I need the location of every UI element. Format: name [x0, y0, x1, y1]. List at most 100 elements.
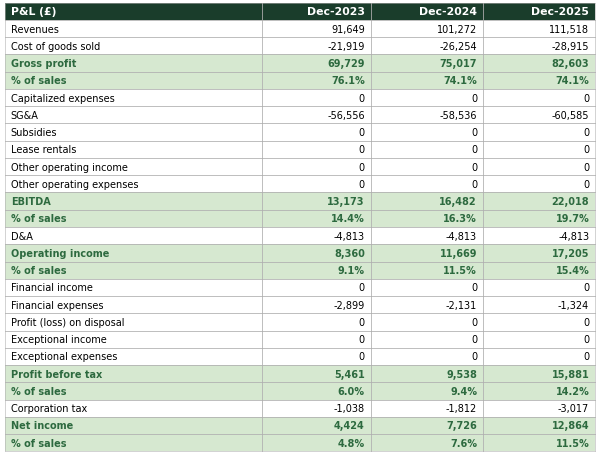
Text: 15,881: 15,881	[551, 369, 589, 379]
Text: -4,813: -4,813	[558, 231, 589, 241]
Bar	[483, 434, 595, 451]
Text: -60,585: -60,585	[552, 111, 589, 121]
Text: Corporation tax: Corporation tax	[11, 403, 87, 413]
Bar	[483, 4, 595, 21]
Bar	[5, 21, 262, 38]
Bar	[5, 72, 262, 90]
Text: -2,899: -2,899	[334, 300, 365, 310]
Bar	[5, 4, 262, 21]
Bar	[483, 124, 595, 142]
Text: 14.2%: 14.2%	[556, 386, 589, 396]
Text: 4.8%: 4.8%	[338, 438, 365, 448]
Bar	[371, 296, 483, 313]
Bar	[371, 348, 483, 365]
Bar	[262, 38, 371, 56]
Text: 0: 0	[471, 283, 477, 293]
Text: 91,649: 91,649	[331, 25, 365, 35]
Bar	[371, 72, 483, 90]
Text: 4,424: 4,424	[334, 420, 365, 430]
Text: 5,461: 5,461	[334, 369, 365, 379]
Bar	[5, 228, 262, 245]
Text: Revenues: Revenues	[11, 25, 59, 35]
Text: Financial expenses: Financial expenses	[11, 300, 103, 310]
Bar	[483, 176, 595, 193]
Text: D&A: D&A	[11, 231, 32, 241]
Bar	[371, 90, 483, 107]
Bar	[371, 107, 483, 124]
Text: Other operating expenses: Other operating expenses	[11, 179, 139, 189]
Bar	[5, 56, 262, 72]
Text: 16.3%: 16.3%	[443, 214, 477, 224]
Text: % of sales: % of sales	[11, 266, 66, 276]
Bar	[5, 142, 262, 159]
Bar	[483, 399, 595, 417]
Bar	[5, 296, 262, 313]
Text: 0: 0	[471, 162, 477, 172]
Text: 9.4%: 9.4%	[450, 386, 477, 396]
Bar	[5, 90, 262, 107]
Bar	[262, 399, 371, 417]
Text: -26,254: -26,254	[439, 42, 477, 52]
Text: Gross profit: Gross profit	[11, 59, 76, 69]
Text: Cost of goods sold: Cost of goods sold	[11, 42, 100, 52]
Bar	[262, 107, 371, 124]
Bar	[5, 279, 262, 296]
Bar	[371, 313, 483, 331]
Bar	[262, 21, 371, 38]
Text: 0: 0	[583, 334, 589, 344]
Text: 0: 0	[583, 145, 589, 155]
Bar	[483, 56, 595, 72]
Bar	[483, 262, 595, 279]
Text: 0: 0	[359, 334, 365, 344]
Text: 82,603: 82,603	[551, 59, 589, 69]
Bar	[262, 383, 371, 399]
Text: -3,017: -3,017	[558, 403, 589, 413]
Text: -58,536: -58,536	[440, 111, 477, 121]
Bar	[5, 245, 262, 262]
Text: Dec-2023: Dec-2023	[307, 7, 365, 17]
Text: 11.5%: 11.5%	[443, 266, 477, 276]
Bar	[262, 159, 371, 176]
Text: 0: 0	[471, 145, 477, 155]
Bar	[262, 262, 371, 279]
Text: 0: 0	[359, 179, 365, 189]
Bar	[5, 383, 262, 399]
Text: 0: 0	[471, 179, 477, 189]
Bar	[483, 365, 595, 383]
Bar	[262, 193, 371, 210]
Bar	[5, 348, 262, 365]
Bar	[371, 176, 483, 193]
Bar	[483, 348, 595, 365]
Text: 7,726: 7,726	[446, 420, 477, 430]
Bar	[262, 72, 371, 90]
Text: Subsidies: Subsidies	[11, 128, 58, 138]
Text: 101,272: 101,272	[437, 25, 477, 35]
Text: 11.5%: 11.5%	[556, 438, 589, 448]
Bar	[483, 159, 595, 176]
Bar	[483, 210, 595, 228]
Text: Exceptional expenses: Exceptional expenses	[11, 352, 117, 362]
Text: -4,813: -4,813	[334, 231, 365, 241]
Bar	[483, 107, 595, 124]
Text: 0: 0	[583, 352, 589, 362]
Bar	[483, 193, 595, 210]
Bar	[483, 72, 595, 90]
Text: 0: 0	[583, 317, 589, 327]
Bar	[371, 383, 483, 399]
Bar	[371, 262, 483, 279]
Bar	[371, 417, 483, 434]
Bar	[262, 56, 371, 72]
Bar	[5, 176, 262, 193]
Bar	[262, 434, 371, 451]
Text: -1,812: -1,812	[446, 403, 477, 413]
Text: 74.1%: 74.1%	[556, 76, 589, 86]
Bar	[371, 210, 483, 228]
Text: Profit (loss) on disposal: Profit (loss) on disposal	[11, 317, 124, 327]
Text: 69,729: 69,729	[328, 59, 365, 69]
Text: 8,360: 8,360	[334, 248, 365, 258]
Bar	[371, 124, 483, 142]
Bar	[5, 331, 262, 348]
Text: 9,538: 9,538	[446, 369, 477, 379]
Text: 17,205: 17,205	[552, 248, 589, 258]
Text: Capitalized expenses: Capitalized expenses	[11, 93, 115, 103]
